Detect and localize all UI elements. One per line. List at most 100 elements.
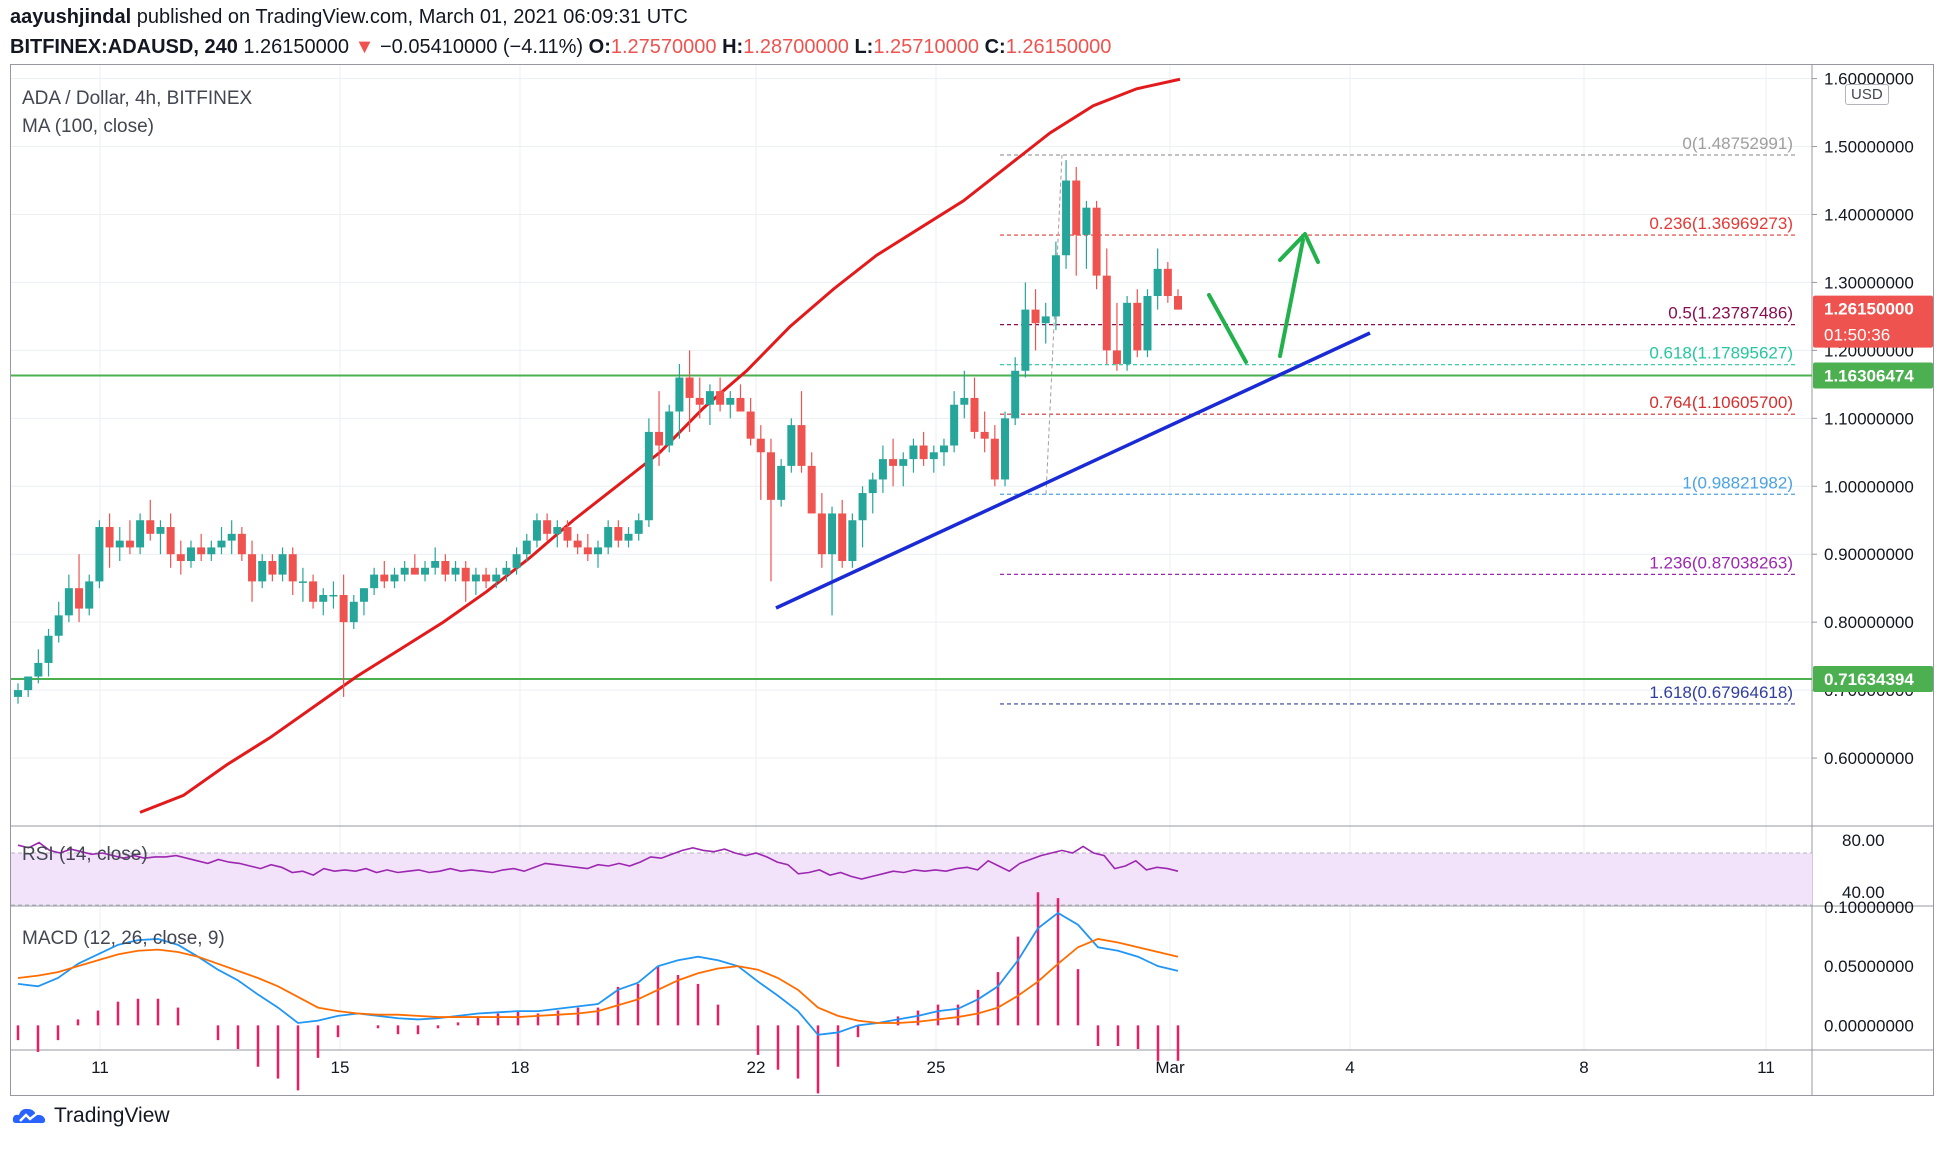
candle-body-68 — [705, 391, 714, 405]
candle-body-42 — [441, 561, 450, 575]
chart-frame — [10, 64, 1934, 1096]
candle-body-19 — [207, 547, 216, 555]
candle-body-1 — [24, 676, 33, 691]
candle-body-105 — [1082, 207, 1091, 235]
candle-body-22 — [237, 533, 246, 555]
macd-tick-0: 0.10000000 — [1824, 898, 1914, 917]
candle-body-14 — [156, 527, 165, 534]
price-tick-7: 1.30000000 — [1824, 273, 1914, 292]
candle-body-9 — [105, 527, 114, 548]
candle-body-85 — [878, 459, 887, 480]
candle-body-44 — [461, 567, 470, 582]
macd-indicator-label[interactable]: MACD (12, 26, close, 9) — [22, 928, 225, 949]
candle-body-64 — [665, 411, 674, 446]
author-name[interactable]: aayushjindal — [10, 6, 132, 28]
fib-label-0.5: 0.5(1.23787486) — [1668, 304, 1793, 323]
last-price: 1.26150000 — [243, 36, 350, 58]
high-label: H: — [722, 36, 744, 58]
ma-indicator-label[interactable]: MA (100, close) — [22, 116, 154, 137]
candle-body-53 — [553, 527, 562, 534]
price-tick-9: 1.50000000 — [1824, 138, 1914, 157]
rsi-indicator-label[interactable]: RSI (14, close) — [22, 844, 148, 865]
candle-body-11 — [125, 540, 134, 548]
candle-body-6 — [75, 588, 84, 609]
open-value: 1.27570000 — [610, 36, 717, 58]
down-arrow-leg — [1207, 293, 1248, 364]
candle-body-33 — [349, 601, 358, 623]
candle-body-17 — [186, 547, 195, 562]
candle-body-8 — [95, 527, 104, 582]
macd-tick-2: 0.00000000 — [1824, 1016, 1914, 1035]
up-arrow-icon — [1278, 232, 1320, 264]
candle-body-87 — [899, 459, 908, 466]
rsi-band — [11, 853, 1812, 905]
low-label: L: — [854, 36, 874, 58]
candle-body-92 — [950, 404, 959, 446]
candle-body-106 — [1092, 207, 1101, 276]
time-tick-2: 18 — [511, 1058, 530, 1077]
candle-body-96 — [990, 438, 999, 480]
price-tick-4: 1.00000000 — [1824, 477, 1914, 496]
close-value: 1.26150000 — [1005, 36, 1112, 58]
candle-body-81 — [838, 513, 847, 562]
candle-body-27 — [288, 554, 297, 582]
price-tick-8: 1.40000000 — [1824, 205, 1914, 224]
fib-label-0.764: 0.764(1.10605700) — [1649, 393, 1793, 412]
fib-label-1.236: 1.236(0.87038263) — [1649, 553, 1793, 572]
candle-body-74 — [766, 452, 775, 500]
candle-body-58 — [604, 527, 613, 548]
candle-body-67 — [695, 397, 704, 405]
candle-body-93 — [960, 397, 969, 405]
candle-body-65 — [675, 377, 684, 412]
candle-body-84 — [868, 479, 877, 494]
candle-body-31 — [329, 594, 338, 597]
candle-body-110 — [1133, 302, 1142, 351]
change-arrow-icon: ▼ — [354, 36, 375, 58]
candle-body-63 — [655, 431, 664, 446]
candle-body-18 — [197, 547, 206, 555]
candle-body-77 — [797, 425, 806, 466]
candle-body-54 — [563, 527, 572, 541]
candle-body-0 — [14, 690, 22, 697]
fib-label-1: 1(0.98821982) — [1682, 473, 1793, 492]
fib-trend-connector — [1045, 154, 1063, 495]
footer-brand-label: TradingView — [54, 1104, 170, 1127]
candle-body-10 — [115, 540, 124, 548]
candle-body-51 — [532, 520, 541, 541]
price-tick-3: 0.90000000 — [1824, 545, 1914, 564]
candle-body-90 — [929, 452, 938, 460]
symbol-label[interactable]: BITFINEX:ADAUSD, 240 — [10, 36, 238, 58]
candle-body-41 — [431, 561, 440, 568]
price-label-box-2 — [1813, 666, 1933, 693]
candle-body-52 — [543, 520, 552, 534]
candle-body-16 — [176, 554, 185, 562]
candle-body-107 — [1102, 275, 1111, 351]
published-text: published on TradingView.com, March 01, … — [136, 6, 688, 28]
candle-body-59 — [614, 527, 623, 541]
candle-body-26 — [278, 554, 287, 575]
candle-body-75 — [777, 465, 786, 500]
time-tick-1: 15 — [331, 1058, 350, 1077]
candle-body-112 — [1153, 268, 1162, 297]
candle-body-91 — [939, 445, 948, 453]
close-label: C: — [984, 36, 1006, 58]
candle-body-113 — [1163, 268, 1172, 297]
pane-title: ADA / Dollar, 4h, BITFINEX — [22, 88, 253, 109]
candle-body-82 — [848, 520, 857, 562]
footer-brand[interactable]: TradingView — [12, 1104, 170, 1128]
open-label: O: — [588, 36, 611, 58]
candle-body-97 — [1001, 418, 1010, 480]
price-tick-2: 0.80000000 — [1824, 613, 1914, 632]
price-tick-5: 1.10000000 — [1824, 409, 1914, 428]
currency-button[interactable]: USD — [1845, 84, 1889, 105]
candle-body-70 — [726, 397, 735, 405]
time-tick-0: 11 — [91, 1058, 109, 1077]
macd-line — [17, 911, 1179, 1036]
candle-body-83 — [858, 493, 867, 521]
candle-body-48 — [502, 567, 511, 575]
fib-label-0.618: 0.618(1.17895627) — [1649, 344, 1793, 363]
candle-body-23 — [248, 554, 257, 582]
candle-body-99 — [1021, 309, 1030, 371]
candle-body-47 — [492, 574, 501, 582]
